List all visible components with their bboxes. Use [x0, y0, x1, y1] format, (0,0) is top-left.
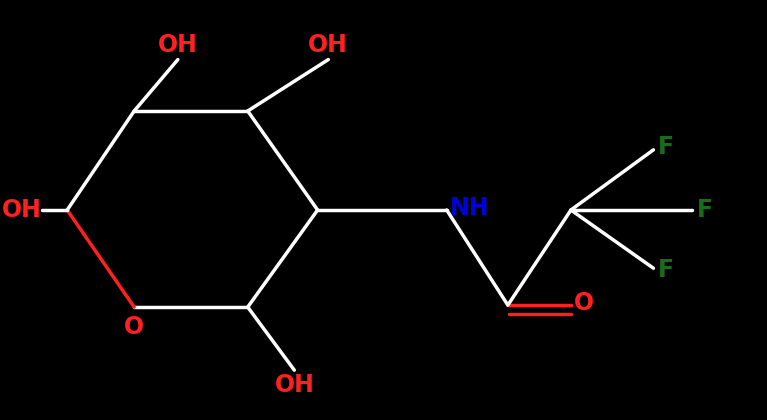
Text: OH: OH [158, 33, 198, 57]
Text: F: F [658, 258, 674, 282]
Text: OH: OH [2, 198, 42, 222]
Text: OH: OH [275, 373, 314, 397]
Text: F: F [658, 135, 674, 159]
Text: NH: NH [449, 196, 489, 220]
Text: OH: OH [308, 33, 348, 57]
Text: F: F [697, 198, 713, 222]
Text: O: O [574, 291, 594, 315]
Text: O: O [124, 315, 144, 339]
